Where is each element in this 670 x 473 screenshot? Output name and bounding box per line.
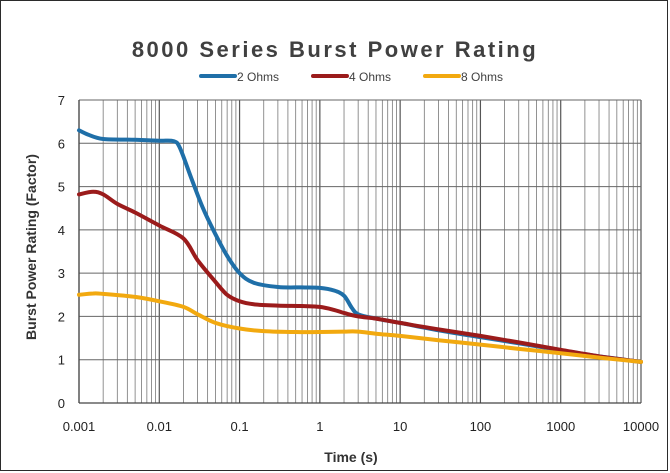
y-tick-label: 7 [58,93,65,108]
y-tick-label: 1 [58,353,65,368]
x-tick-label: 1 [316,419,323,434]
x-axis-title: Time (s) [324,449,377,465]
x-tick-label: 10 [393,419,407,434]
x-tick-label: 100 [470,419,492,434]
legend-label-3: 8 Ohms [461,70,503,84]
y-tick-label: 6 [58,136,65,151]
tick-labels: 0.001 0.01 0.1 1 10 100 1000 10000 0 1 2 3 4 5 6 7 [58,93,659,434]
y-tick-label: 0 [58,396,65,411]
y-axis-title: Burst Power Rating (Factor) [23,154,39,340]
series-line-2 [77,189,643,364]
x-tick-label: 0.01 [147,419,172,434]
y-tick-label: 4 [58,223,65,238]
y-tick-label: 2 [58,309,65,324]
series-group [77,128,643,364]
x-tick-label: 1000 [546,419,575,434]
y-tick-label: 3 [58,266,65,281]
x-tick-label: 0.1 [231,419,249,434]
legend-label-2: 4 Ohms [349,70,391,84]
legend-label-1: 2 Ohms [237,70,279,84]
y-tick-label: 5 [58,180,65,195]
x-tick-label: 10000 [623,419,659,434]
axes [78,100,641,404]
legend: 2 Ohms 4 Ohms 8 Ohms [199,70,503,84]
series-line-3 [77,291,643,364]
x-tick-label: 0.001 [63,419,96,434]
chart-title: 8000 Series Burst Power Rating [132,37,538,62]
grid [78,99,642,404]
